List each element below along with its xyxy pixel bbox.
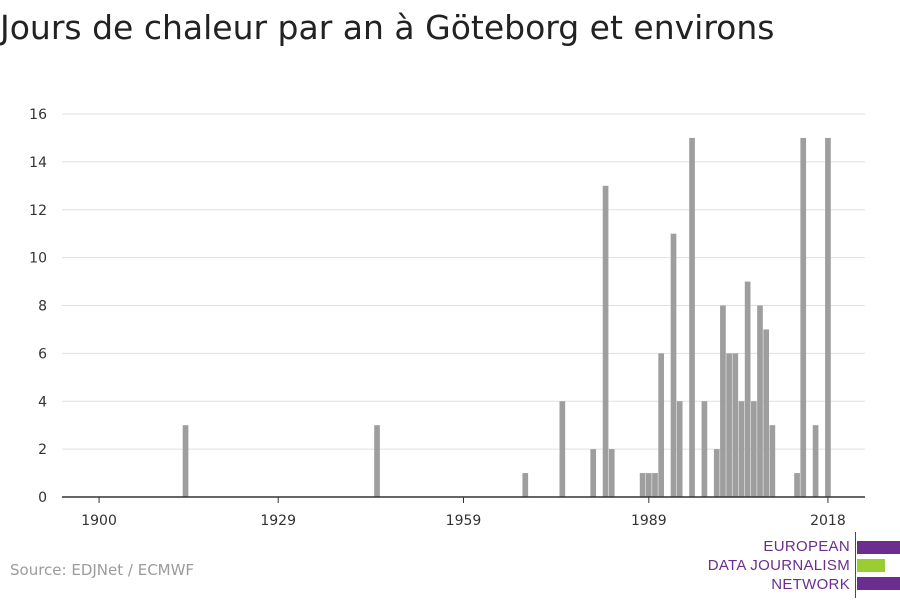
bar-2009 [769,425,776,497]
bar-1975 [559,401,566,497]
bar-2008 [763,329,770,497]
bar-1914 [182,425,189,497]
logo-divider [855,532,856,598]
bar-2016 [812,425,819,497]
bar-1998 [701,401,708,497]
x-tick-label: 1929 [260,513,296,529]
logo-bar-purple-bottom [857,577,900,590]
bar-2004 [738,401,745,497]
bar-1991 [658,353,665,497]
y-tick-label: 4 [38,394,47,410]
grid-lines [62,113,865,450]
y-tick-label: 16 [29,107,47,123]
y-tick-label: 10 [29,251,47,267]
y-tick-labels: 0 2 4 6 8 10 12 14 16 [29,107,47,506]
source-note: Source: EDJNet / ECMWF [10,561,195,579]
bar-1983 [608,449,615,497]
y-tick-label: 6 [38,346,47,362]
bar-1945 [374,425,380,497]
bar-2001 [720,305,726,497]
bar-2018 [825,137,831,497]
chart-title: Jours de chaleur par an à Göteborg et en… [0,8,775,47]
y-tick-label: 12 [29,203,47,219]
edjnet-logo: EUROPEAN DATA JOURNALISM NETWORK [700,530,900,600]
y-tick-label: 2 [38,442,47,458]
logo-bar-purple-top [857,541,900,554]
x-tick-label: 1959 [446,513,482,529]
y-tick-label: 0 [38,490,47,506]
logo-line-1: EUROPEAN [763,538,850,555]
x-tick-label: 2018 [810,513,846,529]
y-tick-label: 14 [29,155,47,171]
logo-line-3: NETWORK [771,576,850,593]
bar-2005 [744,281,751,497]
bar-2002 [726,353,732,497]
bars [182,137,831,497]
x-tick-label: 1900 [81,513,117,529]
bar-2003 [732,353,739,497]
y-tick-label: 8 [38,299,47,315]
bar-1989 [645,473,652,497]
bar-1982 [602,185,609,497]
bar-2014 [800,137,807,497]
bar-2000 [713,449,720,497]
bar-1988 [639,473,646,497]
bar-1994 [676,401,683,497]
bar-1990 [652,473,658,497]
logo-bar-green [857,559,885,572]
bar-1996 [689,137,695,497]
bar-1969 [522,473,529,497]
x-tick-labels: 1900 1929 1959 1989 2018 [81,497,846,529]
bar-2006 [750,401,757,497]
bar-2007 [757,305,763,497]
x-tick-label: 1989 [631,513,667,529]
logo-line-2: DATA JOURNALISM [707,557,850,574]
bar-1993 [670,233,677,497]
bar-2013 [794,473,800,497]
bar-1980 [590,449,597,497]
